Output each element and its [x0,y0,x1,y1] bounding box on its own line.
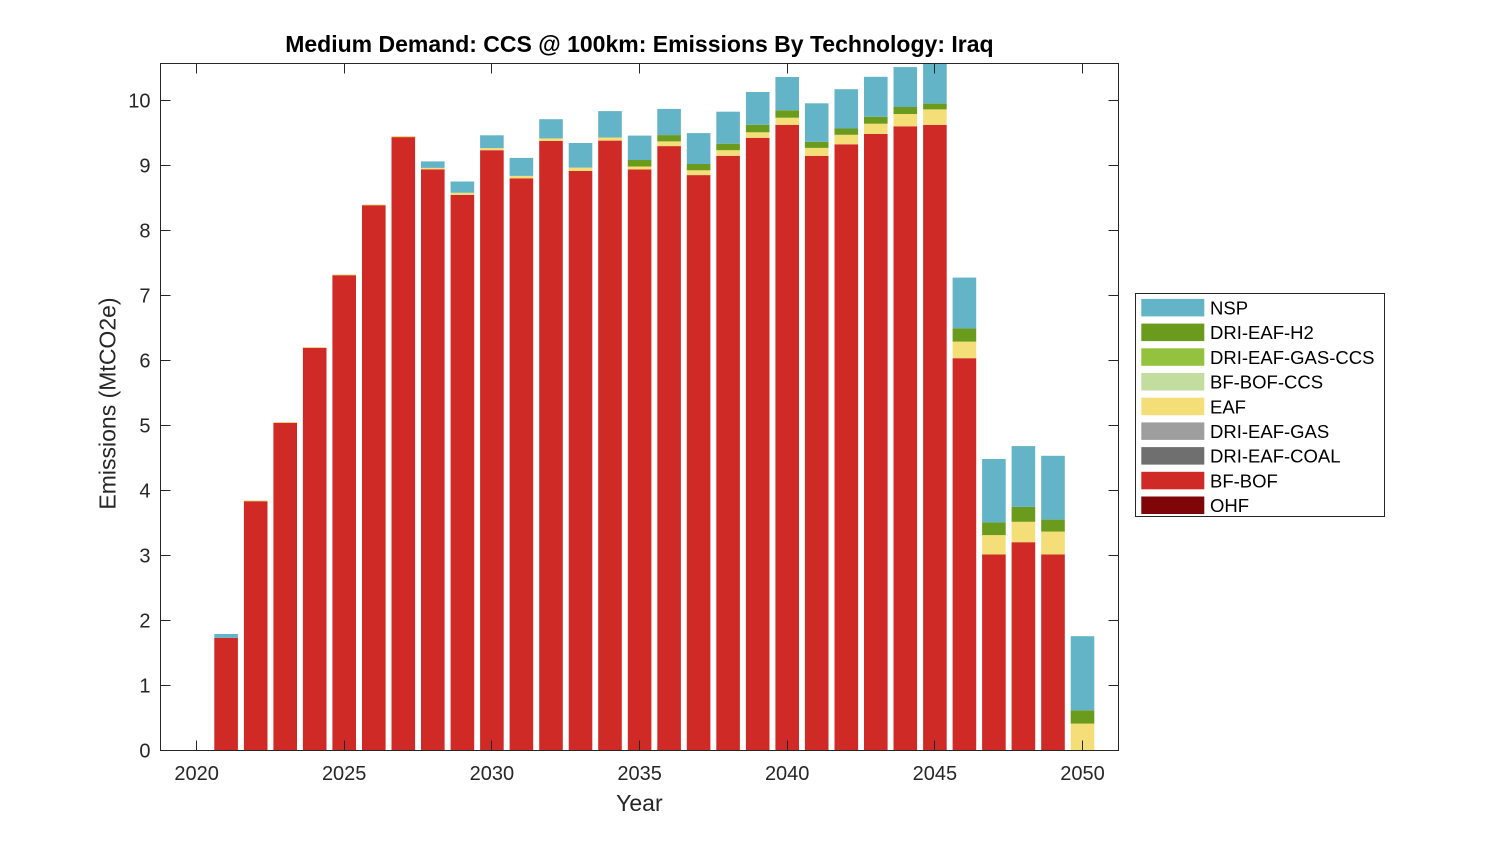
svg-text:2035: 2035 [617,763,662,785]
svg-text:Medium Demand: CCS @ 100km: Em: Medium Demand: CCS @ 100km: Emissions By… [285,31,993,57]
svg-text:8: 8 [139,221,150,243]
svg-text:1: 1 [139,676,150,698]
svg-text:2030: 2030 [470,763,515,785]
svg-text:9: 9 [139,156,150,178]
svg-text:0: 0 [139,741,150,763]
svg-text:2020: 2020 [174,763,219,785]
svg-text:2050: 2050 [1060,763,1105,785]
svg-text:2040: 2040 [765,763,810,785]
svg-text:DRI-EAF-GAS: DRI-EAF-GAS [1210,421,1329,442]
svg-text:5: 5 [139,416,150,438]
svg-text:3: 3 [139,546,150,568]
svg-text:2025: 2025 [322,763,367,785]
svg-text:6: 6 [139,351,150,373]
svg-text:10: 10 [128,91,150,113]
svg-text:BF-BOF-CCS: BF-BOF-CCS [1210,372,1323,393]
svg-text:4: 4 [139,481,150,503]
svg-text:Emissions (MtCO2e): Emissions (MtCO2e) [95,297,121,509]
svg-text:2: 2 [139,611,150,633]
svg-text:2045: 2045 [913,763,958,785]
svg-text:DRI-EAF-H2: DRI-EAF-H2 [1210,322,1314,343]
svg-text:DRI-EAF-GAS-CCS: DRI-EAF-GAS-CCS [1210,347,1374,368]
svg-text:DRI-EAF-COAL: DRI-EAF-COAL [1210,446,1341,467]
svg-text:Year: Year [616,790,663,816]
svg-text:BF-BOF: BF-BOF [1210,470,1278,491]
svg-text:OHF: OHF [1210,495,1249,516]
svg-text:NSP: NSP [1210,298,1248,319]
svg-text:EAF: EAF [1210,396,1246,417]
svg-text:7: 7 [139,286,150,308]
